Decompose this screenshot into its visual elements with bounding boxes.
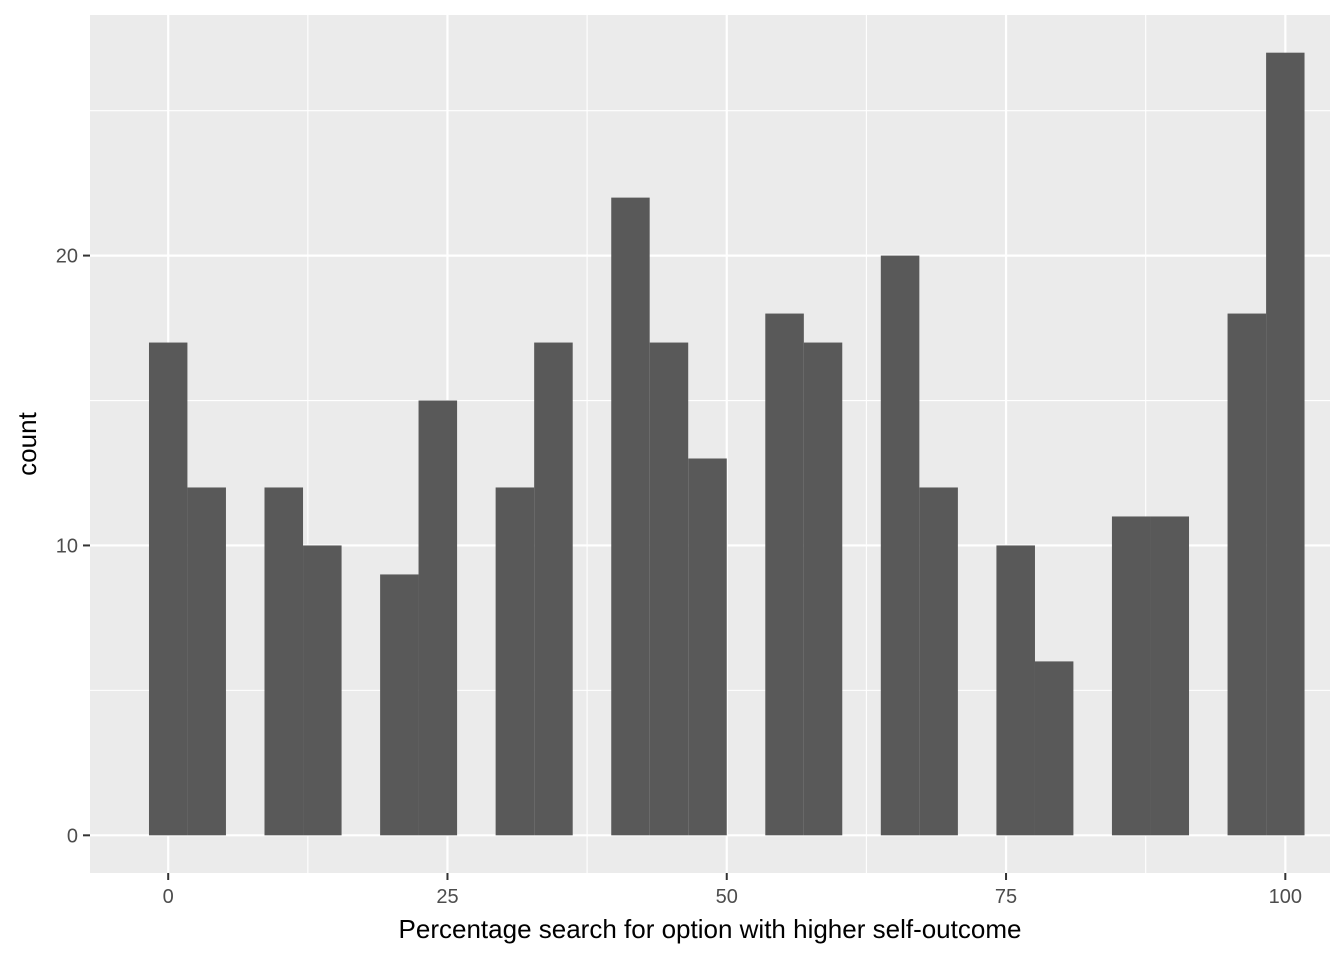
histogram-bar xyxy=(611,197,650,836)
histogram-bar xyxy=(996,545,1035,836)
histogram-bar xyxy=(688,458,727,836)
x-axis-title: Percentage search for option with higher… xyxy=(399,914,1022,944)
histogram-bar xyxy=(380,574,419,836)
x-tick-label: 25 xyxy=(436,886,458,908)
histogram-bar xyxy=(264,487,304,836)
histogram-bar xyxy=(1266,52,1305,836)
histogram-bar xyxy=(303,545,342,836)
y-tick-label: 10 xyxy=(56,535,78,557)
histogram-bars xyxy=(148,52,1305,836)
x-tick-label: 75 xyxy=(995,886,1017,908)
histogram-bar xyxy=(148,342,188,836)
histogram-bar xyxy=(1111,516,1151,836)
histogram-bar xyxy=(880,255,920,836)
x-tick-label: 100 xyxy=(1269,886,1302,908)
x-tick-label: 0 xyxy=(163,886,174,908)
histogram-bar xyxy=(1227,313,1267,836)
histogram-bar xyxy=(1150,516,1190,836)
y-tick-label: 20 xyxy=(56,246,78,268)
x-axis: 0 25 50 75 100 xyxy=(163,873,1302,908)
x-tick-label: 50 xyxy=(716,886,738,908)
histogram-bar xyxy=(803,342,843,836)
histogram-bar xyxy=(1034,661,1074,836)
histogram-bar xyxy=(534,342,573,836)
histogram-bar xyxy=(765,313,804,836)
minor-gridlines xyxy=(90,15,1330,873)
y-axis: 0 10 20 xyxy=(56,246,90,847)
histogram-bar xyxy=(649,342,689,836)
histogram-bar xyxy=(495,487,535,836)
histogram-bar xyxy=(418,400,458,836)
y-axis-title: count xyxy=(12,411,42,475)
histogram-bar xyxy=(187,487,226,836)
y-tick-label: 0 xyxy=(67,825,78,847)
histogram-bar xyxy=(919,487,958,836)
